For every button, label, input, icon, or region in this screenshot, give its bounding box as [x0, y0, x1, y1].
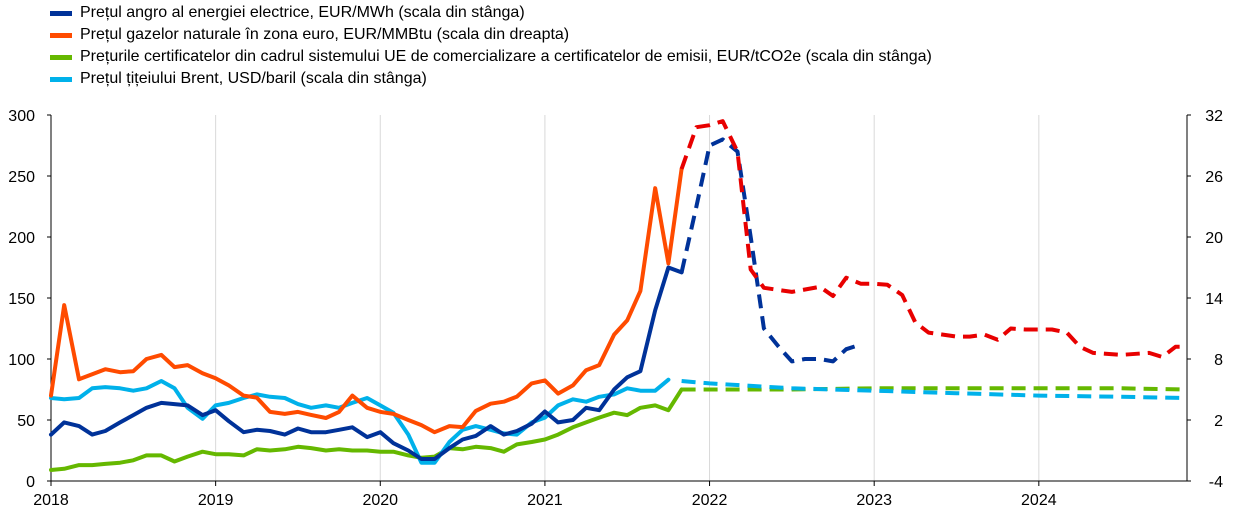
x-tick-label: 2018 — [33, 492, 69, 509]
y-right-tick-label: 14 — [1205, 291, 1223, 308]
series-lines — [49, 119, 1188, 472]
legend-item: Prețurile certificatelor din cadrul sist… — [50, 46, 932, 68]
series-line — [49, 265, 684, 461]
legend-swatch — [50, 10, 72, 16]
legend-label: Prețul gazelor naturale în zona euro, EU… — [80, 26, 570, 43]
grid-lines — [215, 115, 1040, 481]
y-left-tick-label: 0 — [26, 474, 35, 491]
x-tick-label: 2020 — [362, 492, 398, 509]
y-left-tick-label: 200 — [8, 230, 35, 247]
legend-label: Prețurile certificatelor din cadrul sist… — [80, 48, 932, 65]
x-tick-label: 2019 — [198, 492, 234, 509]
x-tick-label: 2022 — [692, 492, 728, 509]
x-tick-label: 2023 — [856, 492, 892, 509]
series-line — [49, 166, 684, 435]
legend-item: Prețul țițeiului Brent, USD/baril (scala… — [50, 68, 932, 90]
series-line — [49, 387, 684, 472]
legend-item: Prețul angro al energiei electrice, EUR/… — [50, 2, 932, 24]
legend-swatch — [50, 54, 72, 60]
y-right-tick-label: 2 — [1214, 413, 1223, 430]
x-tick-label: 2021 — [527, 492, 563, 509]
y-right-tick-label: 32 — [1205, 108, 1223, 125]
y-left-tick-label: 150 — [8, 291, 35, 308]
legend-swatch — [50, 76, 72, 82]
y-left-tick-label: 300 — [8, 108, 35, 125]
legend-item: Prețul gazelor naturale în zona euro, EU… — [50, 24, 932, 46]
tick-labels: 2018 2019 2020 2021 2022 2023 2024 0 50 100 150 200… — [8, 108, 1223, 509]
series-forecast-line — [681, 386, 1188, 392]
legend-label: Prețul țițeiului Brent, USD/baril (scala… — [80, 70, 427, 87]
y-right-tick-label: -4 — [1209, 474, 1223, 491]
series-forecast-line — [679, 137, 862, 364]
y-left-tick-label: 100 — [8, 352, 35, 369]
legend-swatch — [50, 32, 72, 38]
y-left-tick-label: 250 — [8, 169, 35, 186]
series-forecast-line — [679, 119, 1187, 359]
x-tick-label: 2024 — [1021, 492, 1057, 509]
chart-legend: Prețul angro al energiei electrice, EUR/… — [50, 2, 932, 90]
y-right-tick-label: 26 — [1205, 169, 1223, 186]
y-right-tick-label: 20 — [1205, 230, 1223, 247]
axes — [47, 114, 1191, 486]
y-right-tick-label: 8 — [1214, 352, 1223, 369]
y-left-tick-label: 50 — [17, 413, 35, 430]
legend-label: Prețul angro al energiei electrice, EUR/… — [80, 4, 525, 21]
series-forecast-line — [681, 379, 1188, 400]
